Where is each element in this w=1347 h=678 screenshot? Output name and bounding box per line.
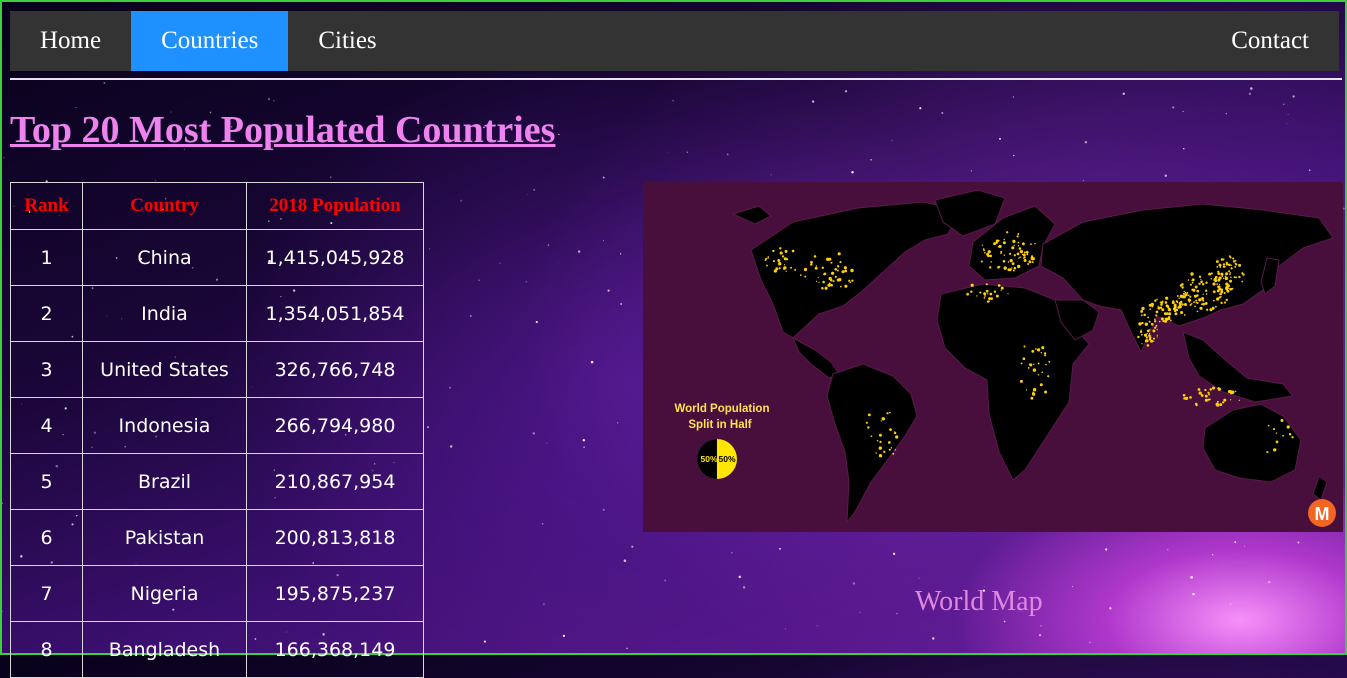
country-cell: Bangladesh (82, 621, 247, 678)
rank-cell: 1 (10, 229, 83, 286)
nav-home[interactable]: Home (40, 27, 102, 54)
rank-cell: 3 (10, 341, 83, 398)
country-cell: Brazil (82, 453, 247, 510)
country-cell: China (82, 229, 247, 286)
southeast-asia-shape (1182, 331, 1294, 403)
country-cell: United States (82, 341, 247, 398)
new-zealand-shape (1312, 475, 1328, 501)
north-america-shape (750, 201, 962, 339)
badge-letter: M (1315, 504, 1330, 524)
africa-shape (936, 283, 1090, 481)
antarctic-island-shape (731, 205, 772, 225)
population-cell: 195,875,237 (246, 565, 424, 622)
legend-title-line2: Split in Half (688, 419, 751, 431)
rank-cell: 6 (10, 509, 83, 566)
table-row: 7 Nigeria 195,875,237 (10, 565, 424, 622)
rank-cell: 4 (10, 397, 83, 454)
legend-left-half (696, 438, 718, 480)
rank-cell: 8 (10, 621, 83, 678)
population-cell: 200,813,818 (246, 509, 424, 566)
australia-shape (1202, 403, 1302, 483)
table-row: 3 United States 326,766,748 (10, 341, 424, 398)
nav-contact[interactable]: Contact (1231, 27, 1309, 54)
header-country: Country (82, 182, 247, 230)
table-row: 8 Bangladesh 166,368,149 (10, 621, 424, 678)
population-cell: 166,368,149 (246, 621, 424, 678)
table-header-row: Rank Country 2018 Population (10, 182, 424, 230)
continents (731, 189, 1334, 524)
country-cell: Nigeria (82, 565, 247, 622)
source-badge: M (1308, 499, 1336, 527)
country-cell: India (82, 285, 247, 342)
central-america-shape (791, 336, 840, 379)
table-row: 6 Pakistan 200,813,818 (10, 509, 424, 566)
south-america-shape (826, 363, 918, 524)
header-rank: Rank (10, 182, 83, 230)
table-row: 1 China 1,415,045,928 (10, 229, 424, 286)
world-population-map: World Population Split in Half 50% 50% M (643, 182, 1343, 532)
page-title: Top 20 Most Populated Countries (10, 109, 556, 151)
arabia-shape (1054, 299, 1100, 341)
country-cell: Pakistan (82, 509, 247, 566)
table-row: 4 Indonesia 266,794,980 (10, 397, 424, 454)
top-navbar: Home Countries Cities Contact (10, 11, 1339, 71)
legend-right-half (717, 439, 737, 479)
nav-spacer (407, 11, 1202, 71)
population-dots (764, 231, 1294, 458)
japan-shape (1260, 257, 1280, 295)
population-cell: 210,867,954 (246, 453, 424, 510)
population-table: Rank Country 2018 Population 1 China 1,4… (10, 182, 424, 678)
population-cell: 326,766,748 (246, 341, 424, 398)
map-caption: World Map (915, 586, 1043, 617)
rank-cell: 7 (10, 565, 83, 622)
table-row: 2 India 1,354,051,854 (10, 285, 424, 342)
legend-left-pct: 50% (700, 454, 717, 464)
badge-circle (1308, 499, 1336, 527)
header-population: 2018 Population (246, 182, 424, 230)
legend-right-pct: 50% (718, 454, 735, 464)
rank-cell: 5 (10, 453, 83, 510)
population-legend: World Population Split in Half 50% 50% (675, 403, 770, 480)
nav-divider (10, 78, 1342, 80)
population-cell: 266,794,980 (246, 397, 424, 454)
population-cell: 1,354,051,854 (246, 285, 424, 342)
legend-title-line1: World Population (675, 403, 770, 415)
nav-cities[interactable]: Cities (318, 27, 377, 54)
rank-cell: 2 (10, 285, 83, 342)
asia-shape (1040, 203, 1334, 354)
country-cell: Indonesia (82, 397, 247, 454)
table-row: 5 Brazil 210,867,954 (10, 453, 424, 510)
population-cell: 1,415,045,928 (246, 229, 424, 286)
nav-countries[interactable]: Countries (131, 11, 289, 71)
